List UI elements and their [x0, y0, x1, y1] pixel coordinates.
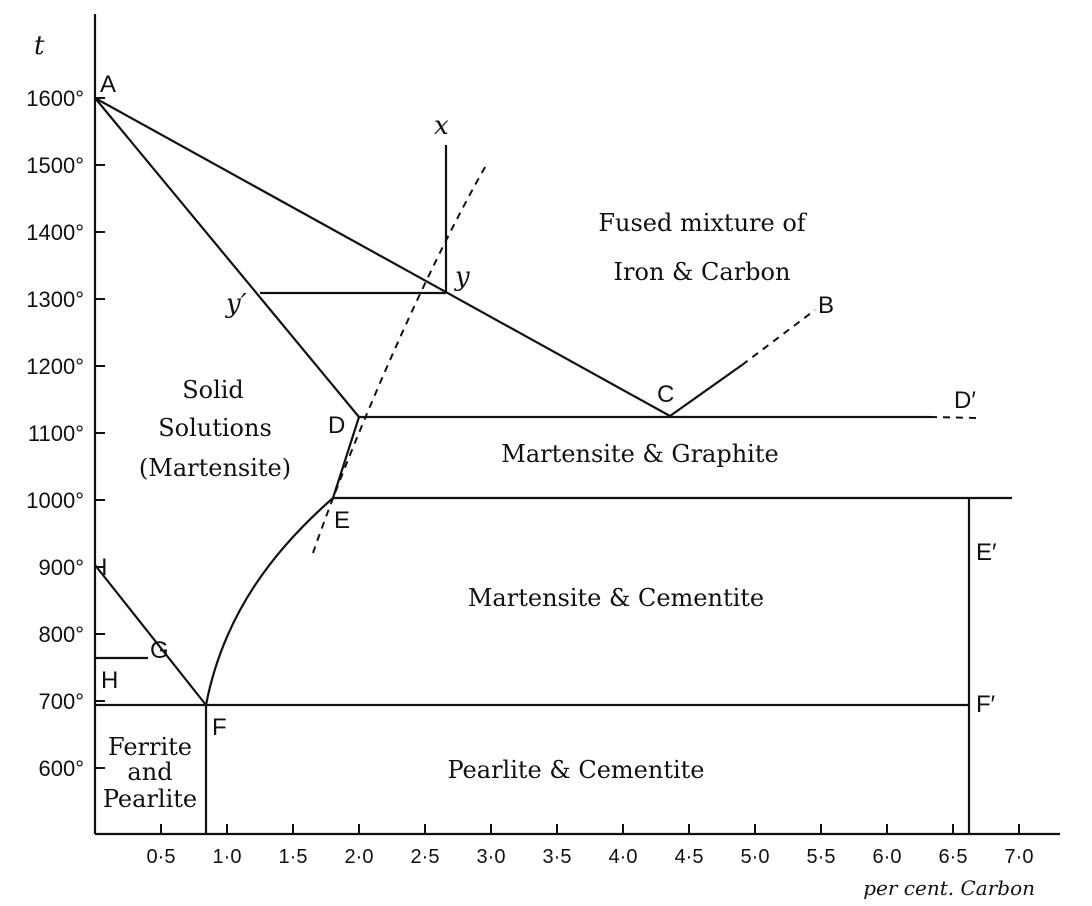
y-tick-label: 900°	[38, 555, 84, 580]
region-solid-line-1: Solid	[182, 376, 244, 404]
x-tick-label: 4·0	[609, 846, 638, 868]
y-ticks: 600° 700° 800° 900° 1000° 1100° 1200° 13…	[26, 86, 105, 781]
point-label-b: B	[818, 292, 834, 319]
point-label-h: H	[101, 667, 118, 694]
y-tick-label: 1100°	[28, 421, 84, 446]
region-martensite-cementite: Martensite & Cementite	[468, 584, 764, 612]
region-ferrite-line-3: Pearlite	[103, 785, 197, 813]
x-tick-label: 5·5	[807, 846, 836, 868]
y-tick-label: 1600°	[26, 86, 84, 111]
point-label-y: y	[454, 262, 470, 292]
eutectic-extension-dashed	[929, 416, 979, 419]
point-label-y-prime: y′	[225, 289, 247, 319]
x-tick-label: 6·5	[939, 846, 968, 868]
x-ticks: 0·5 1·0 1·5 2·0 2·5 3·0 3·5 4·0 4·5 5·0 …	[147, 824, 1034, 868]
y-tick-label: 1200°	[26, 354, 84, 379]
x-tick-label: 6·0	[873, 846, 902, 868]
y-tick-label: 700°	[38, 689, 84, 714]
point-label-d-prime: D′	[954, 387, 976, 414]
point-label-a: A	[100, 71, 116, 98]
line-i-f	[94, 564, 207, 706]
liquidus-line-c-b	[669, 364, 743, 417]
region-solid-line-3: (Martensite)	[139, 454, 291, 482]
dashed-curve	[312, 161, 489, 554]
y-tick-label: 1400°	[26, 220, 84, 245]
x-tick-label: 2·0	[345, 846, 374, 868]
y-tick-label: 800°	[38, 622, 84, 647]
region-martensite-graphite: Martensite & Graphite	[501, 440, 778, 468]
point-label-e-prime: E′	[976, 539, 997, 566]
y-tick-label: 1500°	[26, 153, 84, 178]
region-solid-line-2: Solutions	[158, 414, 272, 442]
liquidus-line-a-c	[94, 97, 671, 417]
x-tick-label: 2·5	[411, 846, 440, 868]
region-pearlite-cementite: Pearlite & Cementite	[447, 756, 704, 784]
x-tick-label: 3·0	[477, 846, 506, 868]
point-label-x: x	[434, 111, 449, 141]
point-label-i: I	[101, 554, 108, 581]
y-tick-label: 600°	[38, 756, 84, 781]
point-label-f-prime: F′	[976, 691, 996, 718]
curve-f-e	[204, 497, 334, 706]
x-axis-caption: per cent. Carbon	[863, 876, 1035, 900]
x-tick-label: 4·5	[675, 846, 704, 868]
y-axis-symbol: t	[34, 31, 45, 61]
region-ferrite-line-2: and	[127, 758, 172, 786]
point-label-c: C	[657, 381, 674, 408]
region-ferrite-line-1: Ferrite	[108, 733, 192, 761]
solidus-line-a-d	[94, 97, 360, 418]
x-tick-label: 0·5	[147, 846, 176, 868]
liquidus-extension-dashed	[741, 309, 816, 366]
region-fused-line-2: Iron & Carbon	[614, 258, 791, 286]
point-label-e: E	[334, 507, 350, 534]
x-tick-label: 7·0	[1005, 846, 1034, 868]
line-d-e	[331, 416, 361, 499]
y-tick-label: 1300°	[26, 287, 84, 312]
x-tick-label: 1·5	[279, 846, 308, 868]
x-tick-label: 3·5	[543, 846, 572, 868]
x-tick-label: 5·0	[741, 846, 770, 868]
point-label-g: G	[150, 637, 169, 664]
point-label-d: D	[328, 412, 345, 439]
point-label-f: F	[212, 714, 227, 741]
region-fused-line-1: Fused mixture of	[598, 209, 807, 237]
y-tick-label: 1000°	[26, 488, 84, 513]
x-tick-label: 1·0	[213, 846, 242, 868]
